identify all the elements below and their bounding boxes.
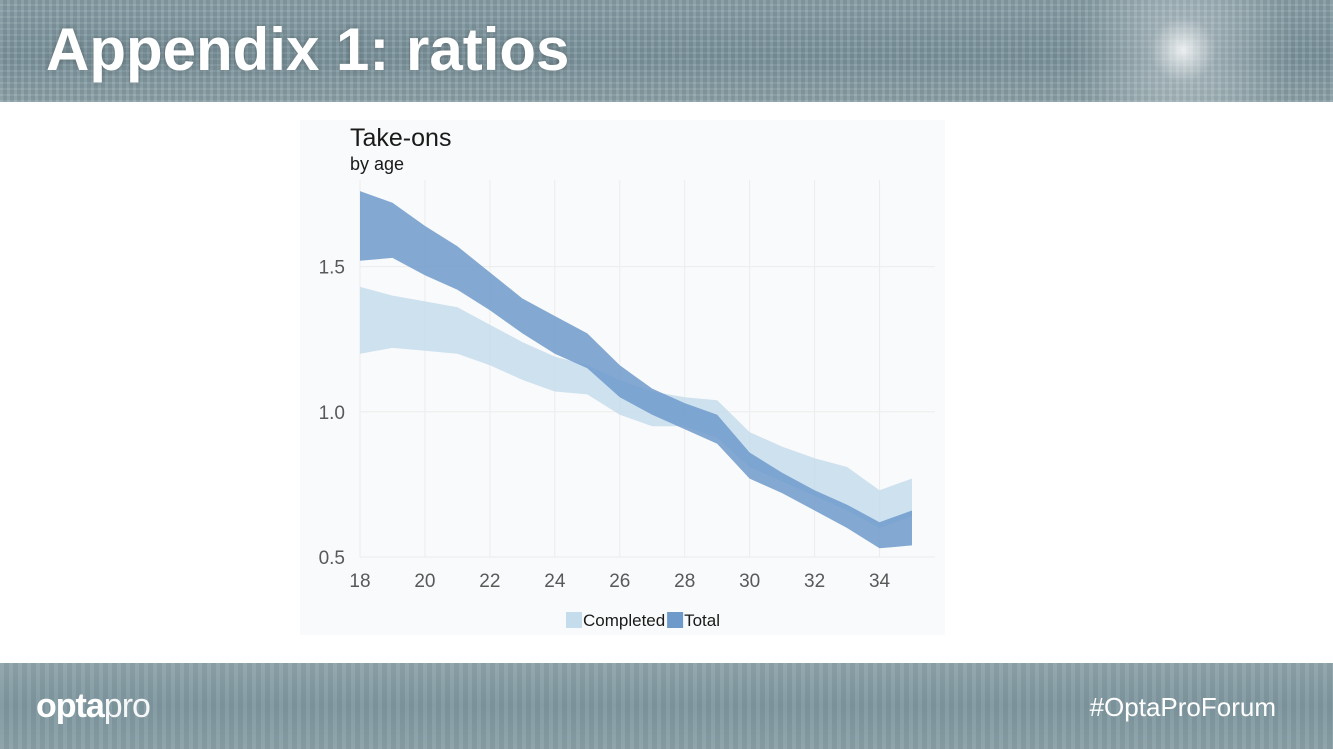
x-tick-label: 24 [544,571,566,592]
x-tick-label: 30 [739,571,760,592]
floodlight-flare [1053,0,1313,102]
x-tick-label: 32 [804,571,825,592]
optapro-logo: optapro [36,686,151,726]
x-tick-label: 22 [479,571,500,592]
x-tick-label: 20 [414,571,435,592]
logo-bold-text: opta [36,687,105,725]
legend-label-total: Total [684,611,720,630]
x-tick-label: 28 [674,571,695,592]
y-tick-label: 1.0 [319,403,345,424]
x-tick-label: 34 [869,571,891,592]
y-tick-label: 0.5 [319,548,345,569]
x-tick-label: 26 [609,571,630,592]
y-tick-label: 1.5 [319,258,345,279]
chart-panel: 0.5 1.0 1.5 18 20 22 24 26 28 30 32 34 Take-ons by ag… [300,120,945,635]
pitch-background-image [0,663,1333,749]
chart-subtitle: by age [350,154,404,174]
series-band-completed [360,286,912,528]
legend-swatch-total [667,612,684,628]
series-band-total [360,191,912,549]
slide-title: Appendix 1: ratios [46,16,570,83]
x-tick-label: 18 [349,571,370,592]
legend-swatch-completed [566,612,582,628]
logo-light-text: pro [103,687,151,725]
chart-title: Take-ons [350,124,451,152]
footer-banner: optapro #OptaProForum [0,663,1333,749]
legend-label-completed: Completed [583,611,665,630]
hashtag: #OptaProForum [1089,692,1276,722]
header-banner: Appendix 1: ratios [0,0,1333,102]
